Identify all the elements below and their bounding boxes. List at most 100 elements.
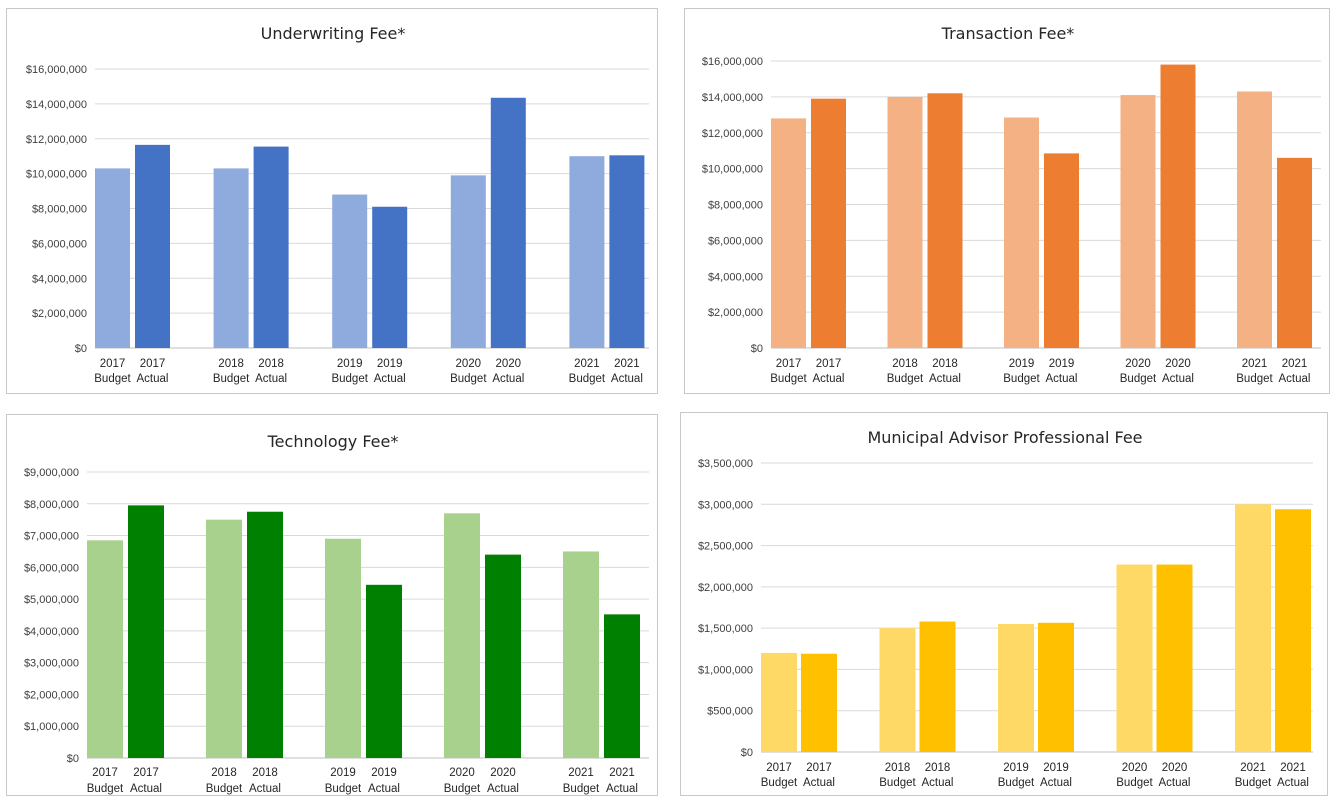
- x-tick-label-type: Budget: [879, 777, 916, 789]
- y-tick-label: $1,500,000: [698, 623, 753, 635]
- transaction-fee-chart: Transaction Fee* $0 $2,000,000 $4,000,000 $6…: [684, 8, 1330, 394]
- x-tick-label-year: 2019: [1003, 762, 1029, 774]
- x-tick-label-type: Budget: [1236, 373, 1273, 385]
- bar: [444, 513, 480, 758]
- x-tick-label-year: 2018: [211, 767, 237, 779]
- transaction-fee-chart-svg: Transaction Fee* $0 $2,000,000 $4,000,000 $6…: [702, 24, 1321, 385]
- x-tick-label-type: Actual: [130, 783, 162, 795]
- x-tick-label-type: Budget: [998, 777, 1035, 789]
- bar: [332, 194, 368, 348]
- x-tick-label-type: Actual: [487, 783, 519, 795]
- x-tick-label-year: 2021: [568, 767, 594, 779]
- bar: [372, 206, 408, 348]
- y-tick-label: $16,000,000: [702, 56, 763, 68]
- y-tick-label: $12,000,000: [26, 134, 87, 146]
- bar: [1038, 622, 1074, 752]
- bar: [1120, 95, 1156, 348]
- x-tick-label-type: Budget: [450, 373, 487, 385]
- x-tick-label-year: 2020: [1125, 358, 1151, 370]
- bar: [879, 628, 916, 752]
- x-tick-label-year: 2019: [1049, 358, 1075, 370]
- x-tick-label-year: 2018: [218, 358, 244, 370]
- x-tick-label-year: 2020: [456, 358, 482, 370]
- x-tick-label-type: Actual: [1159, 777, 1191, 789]
- y-tick-label: $8,000,000: [708, 200, 763, 212]
- technology-fee-chart-svg: Technology Fee* $0 $1,000,000 $2,000,000 $3,…: [24, 432, 649, 795]
- x-tick-label-year: 2019: [377, 358, 403, 370]
- x-tick-label-year: 2020: [490, 767, 516, 779]
- x-tick-label-year: 2017: [100, 358, 126, 370]
- x-tick-label-year: 2017: [806, 762, 832, 774]
- x-tick-label-year: 2021: [614, 358, 640, 370]
- y-tick-label: $2,000,000: [32, 308, 87, 320]
- x-tick-label-type: Budget: [770, 373, 807, 385]
- bar: [325, 538, 361, 758]
- bar: [366, 584, 402, 758]
- x-tick-label-year: 2018: [252, 767, 278, 779]
- x-tick-label-type: Actual: [929, 373, 961, 385]
- x-tick-label-type: Actual: [1046, 373, 1078, 385]
- chart-title: Transaction Fee*: [941, 24, 1075, 43]
- x-tick-label-type: Actual: [606, 783, 638, 795]
- x-tick-label-year: 2017: [776, 358, 802, 370]
- y-tick-label: $1,000,000: [698, 664, 753, 676]
- y-tick-label: $5,000,000: [24, 594, 79, 606]
- bar: [87, 540, 123, 758]
- bar: [761, 652, 797, 752]
- underwriting-fee-chart: Underwriting Fee* $0 $2,000,000 $4,000,000 $…: [6, 8, 658, 394]
- y-tick-label: $8,000,000: [32, 204, 87, 216]
- y-tick-label: $2,000,000: [698, 582, 753, 594]
- bar: [128, 505, 164, 758]
- bar: [95, 168, 130, 348]
- y-tick-label: $10,000,000: [702, 164, 763, 176]
- y-tick-label: $4,000,000: [708, 271, 763, 283]
- x-tick-label-year: 2020: [496, 358, 522, 370]
- x-tick-label-year: 2021: [1242, 358, 1268, 370]
- y-tick-label: $4,000,000: [24, 626, 79, 638]
- x-tick-label-year: 2020: [1165, 358, 1191, 370]
- x-tick-label-year: 2017: [816, 358, 842, 370]
- bar: [253, 146, 289, 348]
- x-tick-label-type: Actual: [1279, 373, 1311, 385]
- x-tick-label-year: 2017: [92, 767, 118, 779]
- y-tick-label: $0: [67, 753, 79, 765]
- underwriting-fee-chart-svg: Underwriting Fee* $0 $2,000,000 $4,000,000 $…: [26, 24, 649, 385]
- bar: [485, 554, 521, 758]
- bar: [1160, 64, 1196, 349]
- x-tick-label-type: Actual: [922, 777, 954, 789]
- municipal-advisor-fee-chart: Municipal Advisor Professional Fee $0 $500…: [680, 412, 1328, 796]
- bar: [135, 144, 170, 348]
- bar: [450, 175, 486, 348]
- bar: [1237, 91, 1272, 349]
- bar: [1277, 157, 1312, 348]
- x-tick-label-year: 2020: [1122, 762, 1148, 774]
- x-tick-label-year: 2017: [133, 767, 159, 779]
- x-tick-label-type: Actual: [374, 373, 406, 385]
- y-tick-label: $1,000,000: [24, 721, 79, 733]
- x-tick-label-year: 2019: [337, 358, 363, 370]
- x-tick-label-type: Budget: [213, 373, 250, 385]
- municipal-advisor-fee-chart-svg: Municipal Advisor Professional Fee $0 $500…: [698, 428, 1313, 789]
- x-tick-label-year: 2019: [1043, 762, 1069, 774]
- y-tick-label: $14,000,000: [26, 99, 87, 111]
- x-tick-label-year: 2019: [330, 767, 356, 779]
- y-tick-label: $8,000,000: [24, 499, 79, 511]
- x-tick-label-type: Actual: [368, 783, 400, 795]
- x-tick-label-type: Budget: [1116, 777, 1153, 789]
- x-tick-label-type: Budget: [887, 373, 924, 385]
- bar: [247, 511, 283, 758]
- y-tick-label: $6,000,000: [32, 238, 87, 250]
- x-tick-label-type: Actual: [1040, 777, 1072, 789]
- x-tick-label-year: 2017: [766, 762, 792, 774]
- y-tick-label: $2,000,000: [708, 307, 763, 319]
- x-tick-label-type: Actual: [249, 783, 281, 795]
- technology-fee-chart: Technology Fee* $0 $1,000,000 $2,000,000 $3,…: [6, 414, 658, 796]
- x-tick-label-type: Budget: [761, 777, 798, 789]
- x-tick-label-type: Budget: [1003, 373, 1040, 385]
- bar: [604, 614, 640, 758]
- x-tick-label-type: Actual: [813, 373, 845, 385]
- x-tick-label-type: Actual: [803, 777, 835, 789]
- y-tick-label: $3,000,000: [698, 499, 753, 511]
- x-tick-label-year: 2019: [371, 767, 397, 779]
- bar: [206, 519, 242, 758]
